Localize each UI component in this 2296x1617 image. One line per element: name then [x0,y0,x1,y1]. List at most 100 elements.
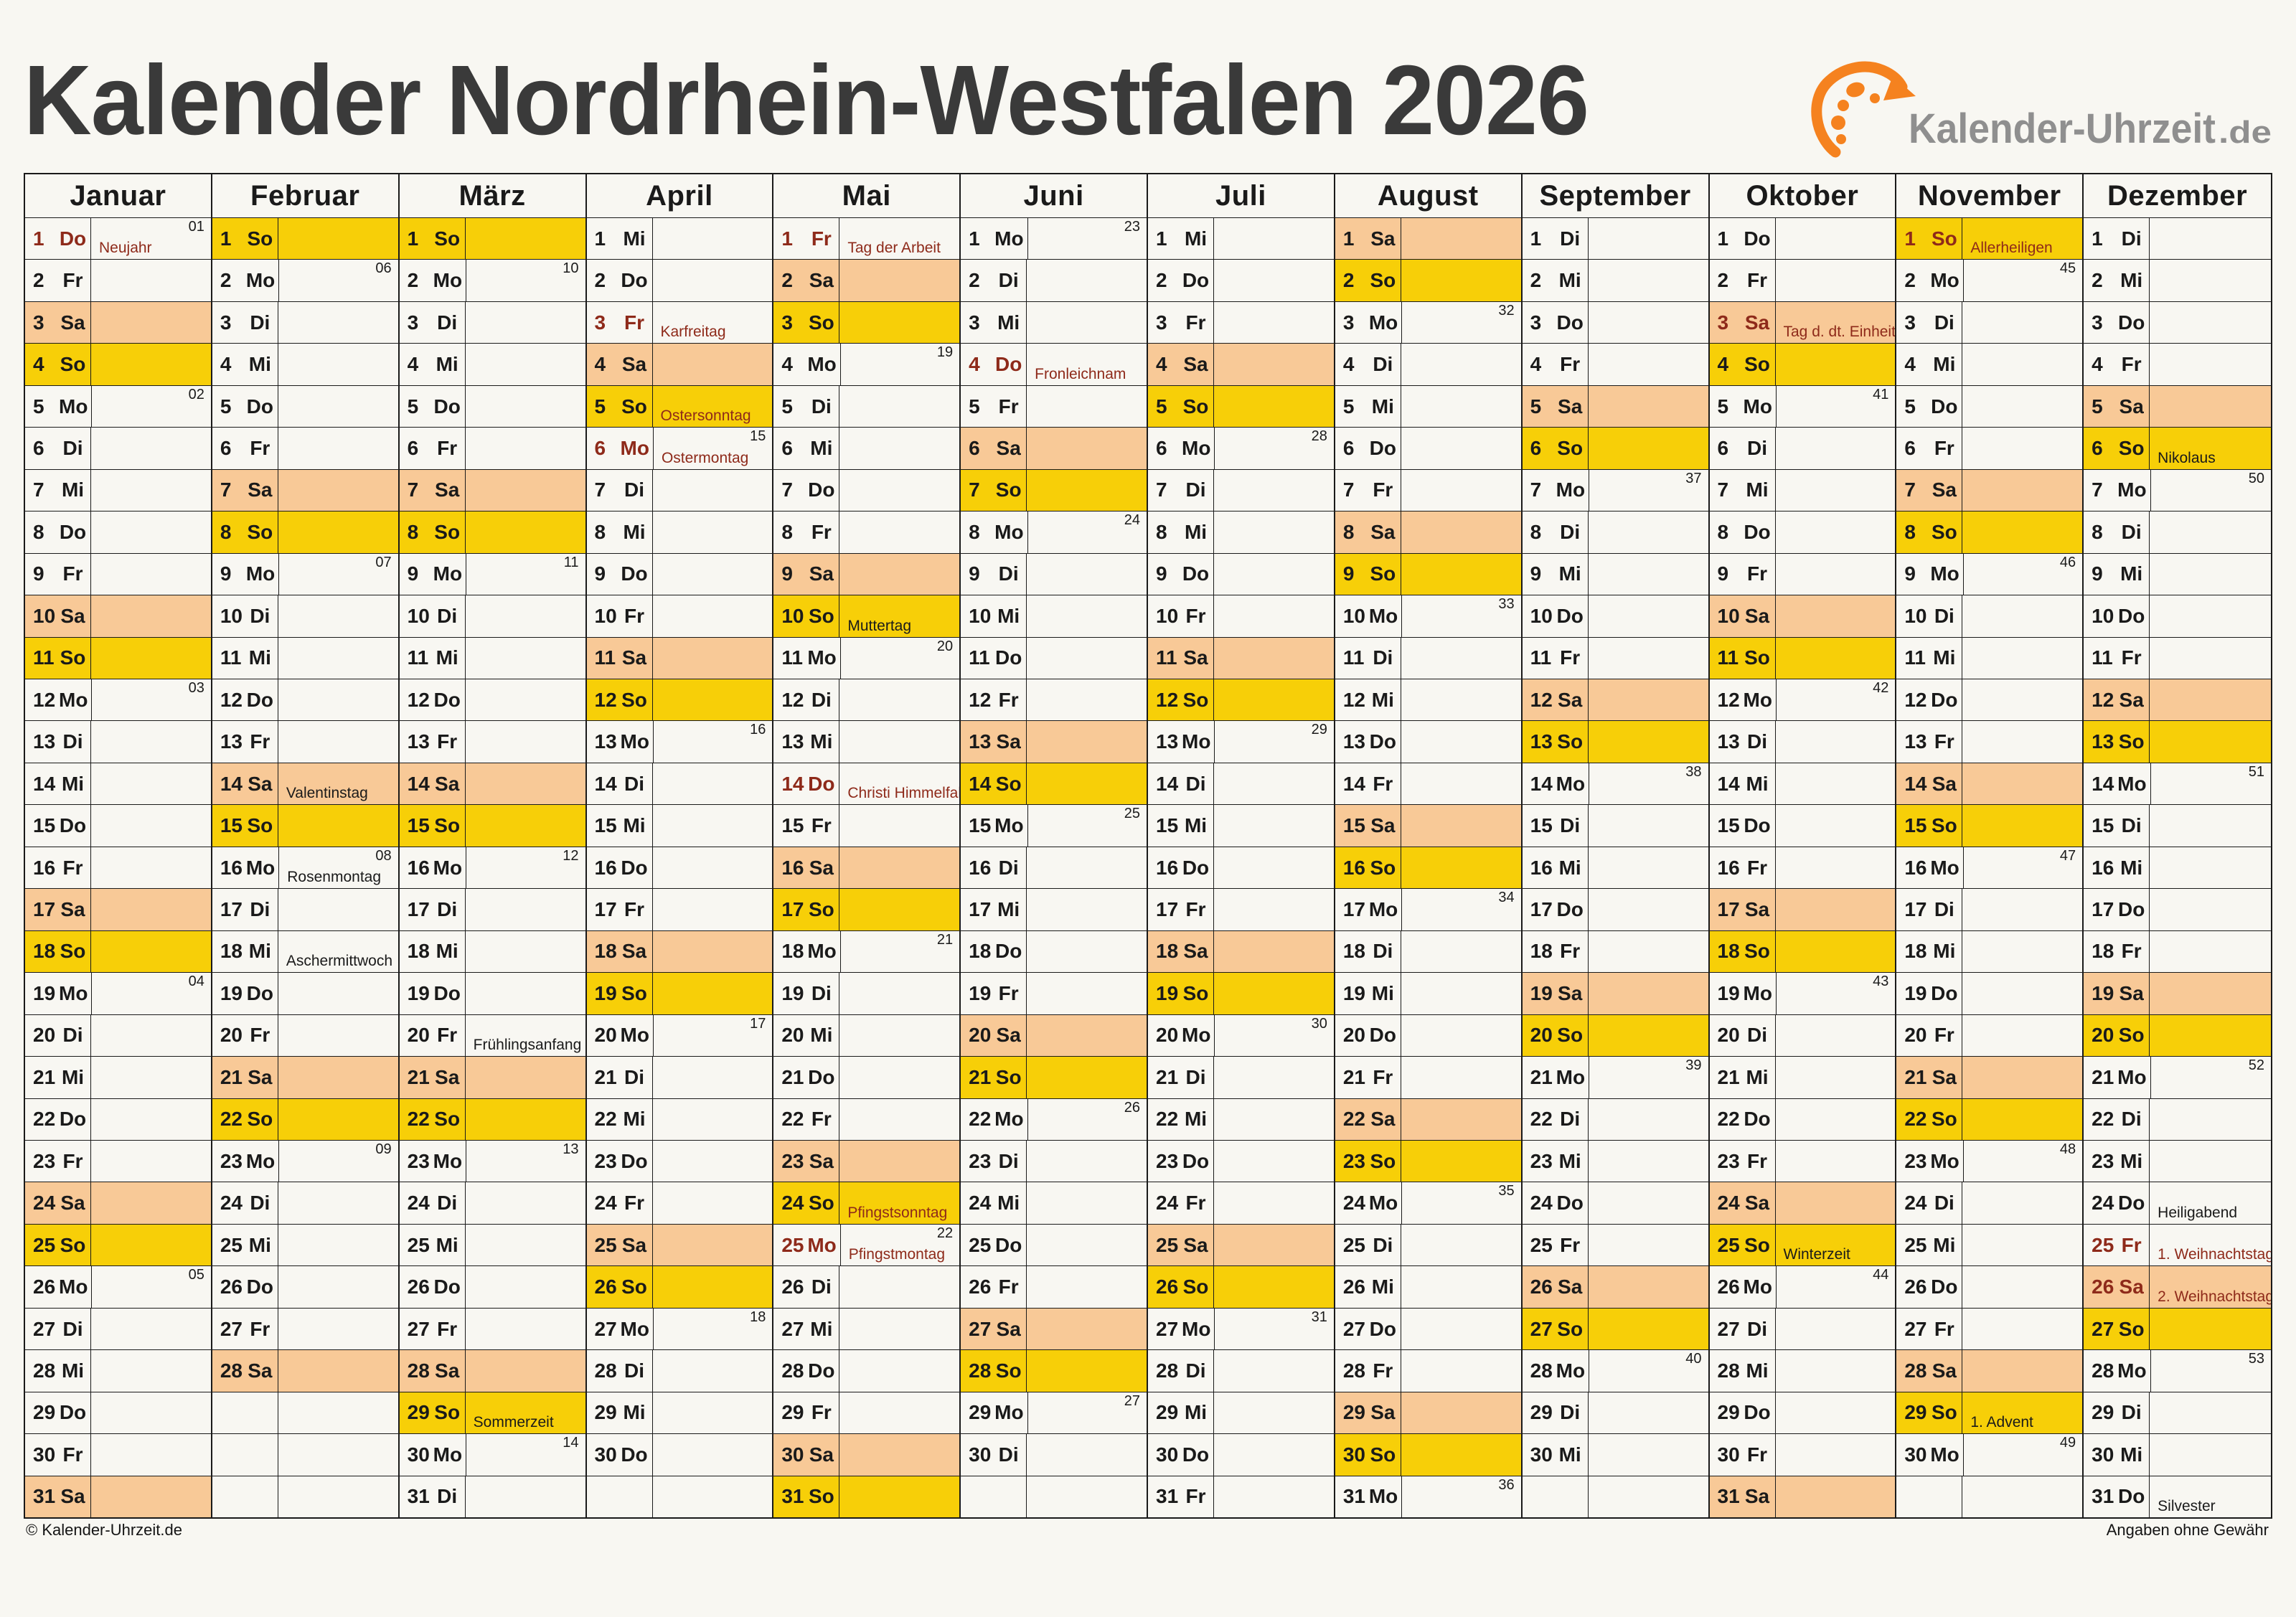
weekday-label: Di [1560,1401,1581,1424]
note-cell [1401,218,1521,259]
day-cell: 5 So [1148,385,1214,428]
note-cell [2150,554,2271,595]
day-number: 12 [969,688,992,711]
weekday-label: Do [994,353,1022,376]
weekday-label: Do [59,814,87,837]
note-cell [91,1476,211,1517]
note-cell [1401,973,1521,1014]
month-column-september: September 1 Di 2 Mi 3 Do 4 Fr 5 Sa 6 So 7 Mo 37 8 Di 9 Mi 10… [1522,174,1710,1518]
day-number: 21 [781,1065,804,1088]
day-row: 4 Mi [1896,343,2083,385]
day-cell: 27 Mo [587,1308,654,1350]
day-cell: 20 Di [1710,1014,1776,1057]
day-row: 18 Mi [399,930,585,973]
day-number: 10 [781,604,804,627]
day-number: 23 [1342,1149,1365,1172]
week-number: 05 [188,1267,204,1283]
day-cell: 10 Sa [1710,595,1776,637]
day-row: 13 Mo 29 [1148,720,1334,763]
weekday-label: Sa [1932,772,1957,795]
note-cell [1214,512,1334,552]
day-number: 16 [1156,856,1179,879]
day-row: 31 Sa [25,1475,211,1518]
day-cell: 23 Do [587,1140,653,1182]
day-cell: 18 So [1710,930,1776,973]
day-number: 7 [1717,478,1729,501]
day-number: 25 [2092,1233,2114,1256]
weekday-label: So [1557,730,1584,753]
day-number: 22 [969,1108,992,1131]
day-number: 9 [1530,562,1542,585]
day-row: 1 Mo 23 [961,217,1147,260]
day-row: 19 Do [1896,972,2083,1014]
day-number: 25 [969,1233,992,1256]
weekday-label: Do [59,520,87,543]
day-cell: 10 Do [1523,595,1589,637]
day-cell: 8 Do [25,512,91,553]
day-number: 17 [969,897,992,920]
day-number: 8 [1530,520,1542,543]
month-column-april: April 1 Mi 2 Do 3 Fr Karfreitag 4 Sa 5 So Ostersonnt… [586,174,774,1518]
weekday-label: Mi [1933,940,1956,963]
note-cell [1027,1141,1147,1182]
weekday-label: Mi [997,897,1020,920]
day-number: 1 [781,227,793,250]
weekday-label: Do [1369,1024,1396,1047]
day-cell: 5 Mi [1335,385,1401,428]
weekday-label: So [1557,1317,1584,1340]
day-cell: 14 So [961,763,1027,805]
day-cell: 24 Mo [1335,1182,1403,1224]
note-cell [839,889,959,930]
week-number: 13 [563,1141,579,1157]
day-row: 5 Di [773,385,960,428]
day-cell: 29 Fr [773,1392,840,1434]
weekday-label: Do [2117,1485,2145,1508]
note-cell [1589,1434,1708,1475]
holiday-label: Rosenmontag [287,869,382,886]
day-cell: 15 So [212,805,278,847]
weekday-label: Fr [1747,269,1767,292]
weekday-label: Mo [245,562,276,585]
day-cell: 5 So [587,385,653,428]
weekday-label: Fr [437,436,458,459]
weekday-label: Sa [996,436,1021,459]
day-row: 25 Sa [1148,1223,1334,1266]
weekday-label: Fr [437,730,458,753]
day-row: 19 Mo 04 [25,972,211,1014]
day-cell: 9 Mi [2084,553,2150,595]
day-row: 26 Sa 2. Weihnachtstag [2084,1265,2271,1308]
day-row: 13 Fr [1896,720,2083,763]
weekday-label: Mi [1558,269,1581,292]
day-number: 12 [1342,688,1365,711]
note-cell [2150,344,2271,385]
week-number: 19 [936,344,954,361]
holiday-label: Tag der Arbeit [847,240,941,257]
day-cell: 11 Fr [2084,637,2150,679]
weekday-label: So [1744,1233,1770,1256]
note-cell [278,1350,398,1391]
note-cell: 12 [466,847,585,888]
note-cell: 43 [1777,973,1895,1014]
weekday-label: Di [250,604,270,627]
day-row: 24 So Pfingstsonntag [773,1182,960,1224]
day-cell: 21 Di [587,1057,653,1098]
week-number: 16 [750,722,766,738]
day-row: 16 Mi [1522,846,1708,889]
weekday-label: Mi [1371,1276,1394,1298]
day-row: 15 Mo 25 [961,804,1147,847]
weekday-label: Fr [1185,311,1206,334]
weekday-label: Mi [1558,1443,1581,1466]
day-cell: 18 Fr [1523,930,1589,973]
weekday-label: Mo [59,981,88,1004]
weekday-label: Di [1185,478,1206,501]
day-row: 5 So [1148,385,1334,428]
day-number: 17 [781,897,804,920]
day-cell: 3 Di [400,301,466,344]
day-row: 17 Mo 34 [1335,888,1521,930]
day-cell: 29 So [1896,1392,1963,1434]
day-cell: 10 Di [212,595,278,637]
weekday-label: So [60,940,86,963]
weekday-label: Di [811,395,832,418]
day-cell: 10 Mi [961,595,1027,637]
day-cell: 26 Sa [2084,1266,2150,1308]
